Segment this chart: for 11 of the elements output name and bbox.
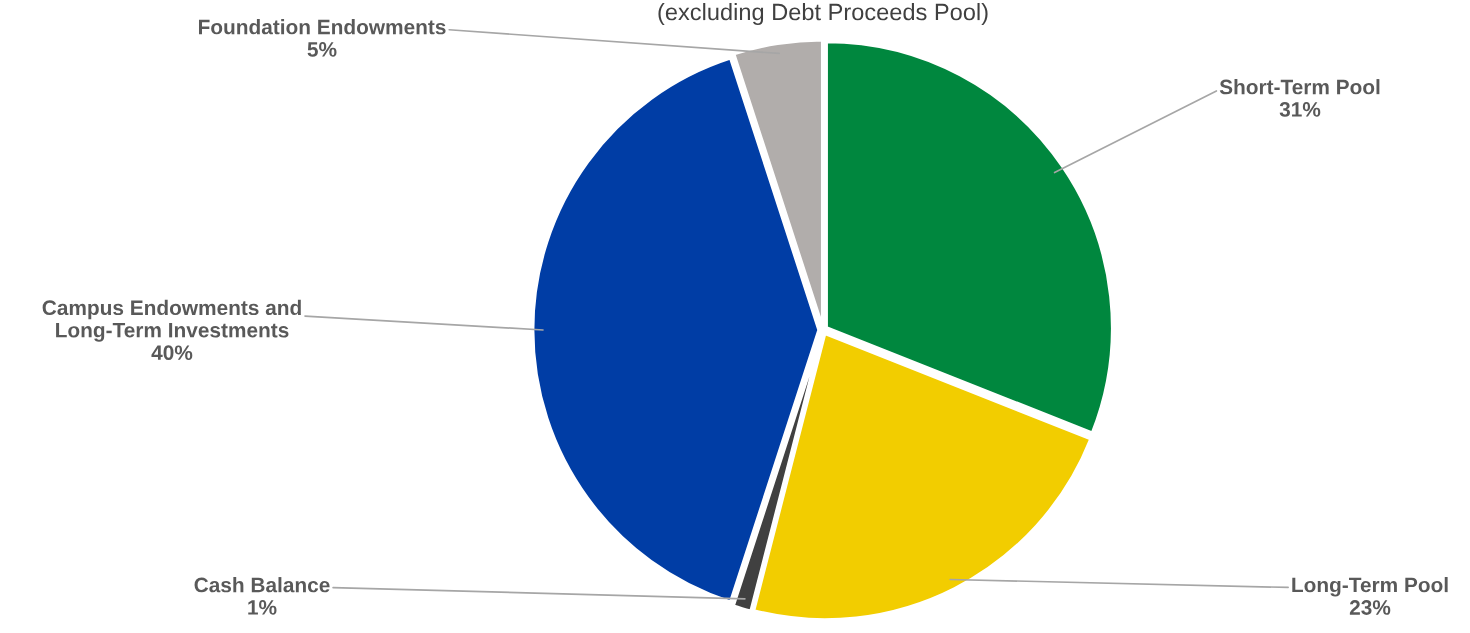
data-label: 40% bbox=[151, 345, 193, 361]
data-label: 31% bbox=[1279, 102, 1321, 117]
slice-label: Campus Endowments and Long-Term Investments bbox=[42, 299, 301, 342]
slice-label: Long-Term Pool bbox=[1292, 577, 1448, 597]
chart-subtitle: (excluding Debt Proceeds Pool) bbox=[658, 3, 988, 25]
slice-label: Short-Term Pool bbox=[1219, 79, 1380, 95]
slice-label: Cash Balance bbox=[194, 577, 330, 593]
data-label: 23% bbox=[1349, 600, 1391, 615]
slice-label: Foundation Endowments bbox=[198, 19, 446, 35]
data-label: 5% bbox=[307, 42, 337, 57]
data-label: 1% bbox=[248, 600, 277, 615]
